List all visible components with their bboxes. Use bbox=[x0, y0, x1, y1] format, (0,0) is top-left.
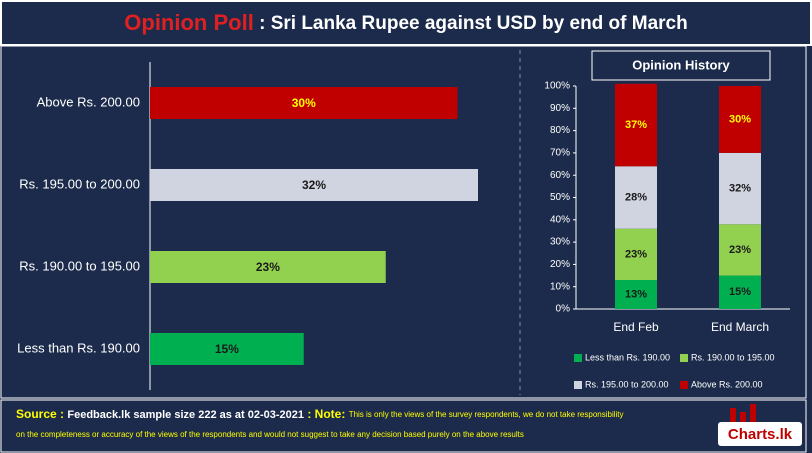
logo: Charts.lk bbox=[728, 426, 793, 443]
value-label: 32% bbox=[302, 178, 326, 192]
value-label: 28% bbox=[625, 191, 647, 203]
legend-swatch bbox=[680, 381, 688, 389]
bar-segment bbox=[615, 228, 657, 281]
bar-segment bbox=[719, 224, 761, 276]
x-tick-label: End Feb bbox=[613, 320, 659, 334]
y-tick-label: 90% bbox=[550, 103, 570, 114]
y-tick-label: Less than Rs. 190.00 bbox=[17, 340, 140, 355]
legend-label: Above Rs. 200.00 bbox=[691, 379, 763, 389]
y-tick-label: 40% bbox=[550, 214, 570, 225]
legend-label: Rs. 190.00 to 195.00 bbox=[691, 352, 775, 362]
bar-segment bbox=[615, 280, 657, 309]
value-label: 37% bbox=[625, 119, 647, 131]
value-label: 23% bbox=[256, 260, 280, 274]
y-tick-label: 0% bbox=[556, 304, 571, 315]
y-tick-label: Rs. 195.00 to 200.00 bbox=[19, 176, 140, 191]
y-tick-label: 100% bbox=[544, 81, 570, 92]
value-label: 15% bbox=[215, 342, 239, 356]
bar-segment bbox=[615, 83, 657, 167]
history-title-box bbox=[591, 50, 771, 81]
legend-label: Less than Rs. 190.00 bbox=[585, 352, 670, 362]
source: Feedback.lk sample size 222 as at 02-03-… bbox=[67, 409, 304, 421]
bar-segment bbox=[719, 86, 761, 153]
y-tick-label: Rs. 190.00 to 195.00 bbox=[19, 258, 140, 273]
x-tick-label: End March bbox=[711, 320, 769, 334]
y-tick-label: 60% bbox=[550, 170, 570, 181]
value-label: 23% bbox=[729, 244, 751, 256]
value-label: 15% bbox=[729, 286, 751, 298]
y-tick-label: 30% bbox=[550, 237, 570, 248]
y-tick-label: 70% bbox=[550, 148, 570, 159]
bar bbox=[150, 87, 458, 119]
source-label: Source : bbox=[16, 407, 64, 421]
value-label: 30% bbox=[292, 96, 316, 110]
bar bbox=[150, 333, 304, 365]
logo-icon bbox=[750, 404, 756, 422]
note-line: on the completeness or accuracy of the v… bbox=[16, 430, 524, 439]
title-bar bbox=[0, 0, 812, 46]
history-title: Opinion History bbox=[632, 57, 730, 72]
value-label: 30% bbox=[729, 113, 751, 125]
legend-swatch bbox=[680, 354, 688, 362]
value-label: 13% bbox=[625, 288, 647, 300]
title-rest: : Sri Lanka Rupee against USD by end of … bbox=[254, 13, 688, 34]
bar-segment bbox=[719, 152, 761, 225]
footer-frame bbox=[0, 399, 807, 453]
bar bbox=[150, 169, 478, 201]
y-tick-label: 50% bbox=[550, 192, 570, 203]
y-tick-label: 20% bbox=[550, 259, 570, 270]
logo-icon bbox=[730, 408, 736, 422]
bar bbox=[150, 251, 386, 283]
y-tick-label: 10% bbox=[550, 281, 570, 292]
note-line: This is only the views of the survey res… bbox=[349, 410, 624, 419]
footer-line-1: Source : Feedback.lk sample size 222 as … bbox=[16, 407, 624, 421]
title-highlight: Opinion Poll bbox=[124, 10, 254, 35]
value-label: 32% bbox=[729, 182, 751, 194]
logo-box bbox=[718, 422, 802, 446]
legend-label: Rs. 195.00 to 200.00 bbox=[585, 379, 669, 389]
legend-swatch bbox=[574, 381, 582, 389]
note-label: : Note: bbox=[304, 407, 345, 421]
title: Opinion Poll : Sri Lanka Rupee against U… bbox=[124, 10, 687, 35]
main-frame bbox=[0, 45, 807, 399]
legend-swatch bbox=[574, 354, 582, 362]
bar-segment bbox=[615, 166, 657, 229]
bar-segment bbox=[719, 275, 761, 309]
value-label: 23% bbox=[625, 248, 647, 260]
y-tick-label: Above Rs. 200.00 bbox=[37, 94, 140, 109]
y-tick-label: 80% bbox=[550, 125, 570, 136]
logo-icon bbox=[740, 412, 746, 422]
